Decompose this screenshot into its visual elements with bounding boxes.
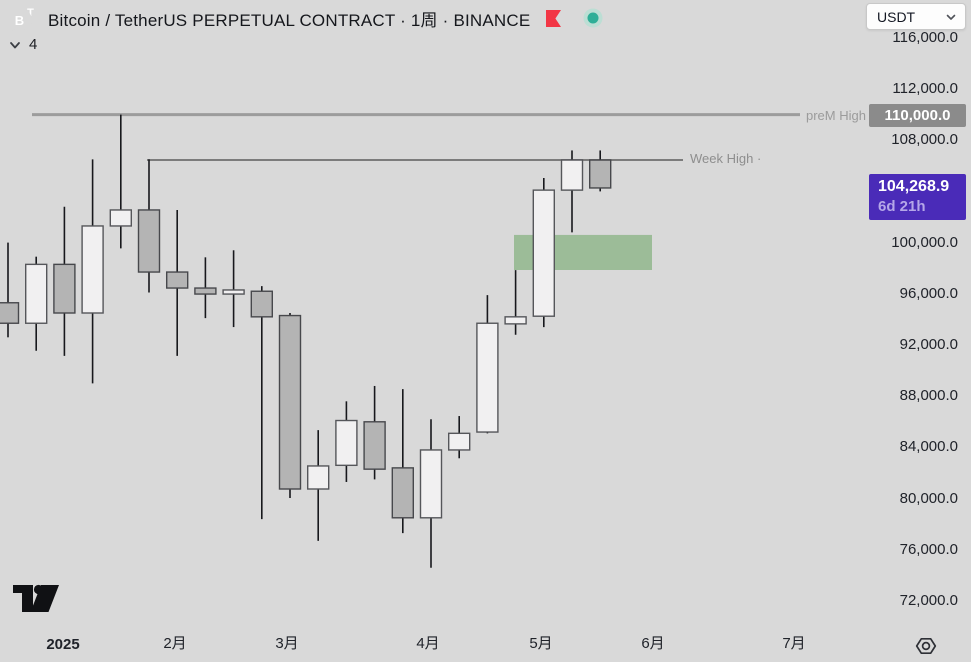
time-tick-label: 2025: [46, 636, 80, 653]
tradingview-logo[interactable]: [13, 584, 59, 618]
price-tick-label: 92,000.0: [899, 336, 958, 353]
last-price-label: 104,268.9 6d 21h: [869, 174, 966, 220]
price-tick-label: 88,000.0: [899, 387, 958, 405]
chevron-down-icon: [946, 14, 956, 20]
prem-high-line-label[interactable]: preM High ·: [806, 108, 874, 123]
candle-body: [448, 432, 471, 451]
time-tick-label: 7月: [782, 635, 806, 652]
bitcoin-icon: B: [9, 10, 30, 31]
symbol-header: T B Bitcoin / TetherUS PERPETUAL CONTRAC…: [6, 2, 603, 34]
axis-settings-icon[interactable]: [915, 635, 937, 662]
market-status-icon: [583, 8, 603, 28]
price-tick-label: 100,000.0: [891, 233, 958, 251]
price-tick-label: 80,000.0: [899, 489, 958, 507]
time-tick-label: 3月: [275, 635, 299, 652]
price-tick-label: 72,000.0: [899, 592, 958, 609]
candle-body: [476, 322, 499, 433]
time-tick-label: 2月: [163, 635, 187, 652]
price-axis[interactable]: 116,000.0 112,000.0 108,000.0 100,000.0 96,0…: [866, 0, 971, 630]
candle-body: [222, 289, 245, 295]
flag-icon[interactable]: [544, 9, 563, 28]
time-tick-label: 4月: [416, 635, 440, 652]
time-tick-label: 6月: [641, 635, 665, 652]
time-tick-label: 5月: [529, 635, 553, 652]
bar-countdown: 6d 21h: [878, 198, 926, 215]
time-axis[interactable]: 2025 2月 3月 4月 5月 6月 7月: [0, 630, 971, 659]
candle-body: [532, 189, 555, 317]
candle-body: [335, 419, 358, 467]
drawings-count: 4: [29, 36, 38, 53]
chevron-down-icon: [10, 41, 20, 48]
candle-body: [165, 271, 189, 289]
prem-high-axis-price: 110,000.0: [869, 104, 966, 127]
candle-body: [194, 287, 217, 295]
drawings-toggle[interactable]: 4: [8, 36, 37, 53]
last-price-value: 104,268.9: [878, 178, 950, 195]
candle-body: [278, 314, 302, 490]
price-tick-label: 108,000.0: [891, 131, 958, 149]
price-tick-label: 76,000.0: [899, 540, 958, 558]
candle-body: [589, 159, 612, 189]
candle-body: [504, 316, 527, 325]
candle-body: [109, 209, 133, 227]
candle-body: [81, 225, 104, 314]
price-tick-label: 84,000.0: [899, 438, 958, 456]
candle-body: [363, 421, 386, 470]
candle-body: [137, 209, 161, 273]
pair-logo: T B: [6, 2, 42, 34]
candle-body: [25, 263, 48, 324]
price-tick-label: 96,000.0: [899, 284, 958, 302]
candle-body: [0, 302, 20, 324]
price-tick-label: 116,000.0: [892, 28, 958, 46]
week-high-line-label[interactable]: Week High ·: [690, 151, 762, 166]
price-tick-label: 112,000.0: [892, 80, 958, 97]
symbol-title[interactable]: Bitcoin / TetherUS PERPETUAL CONTRACT · …: [48, 10, 531, 30]
tether-icon: T: [27, 6, 34, 19]
candle-body: [250, 290, 274, 318]
candle-body: [307, 465, 330, 490]
currency-select-value: USDT: [877, 8, 916, 25]
candle-body: [53, 263, 76, 314]
candle-body: [419, 449, 443, 519]
candle-body: [391, 467, 414, 519]
candle-body: [560, 159, 584, 191]
currency-select[interactable]: USDT: [866, 3, 966, 30]
